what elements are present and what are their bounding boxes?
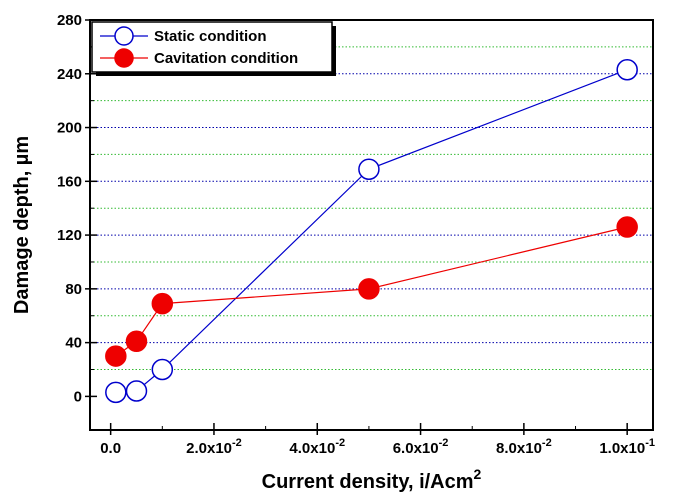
data-point	[105, 381, 127, 404]
legend-marker	[114, 48, 134, 68]
plot-frame	[89, 19, 654, 431]
data-point	[125, 330, 148, 353]
x-tick-label: 2.0x10-2	[186, 437, 242, 457]
legend-label: Cavitation condition	[154, 50, 298, 67]
y-tick-label: 240	[57, 66, 82, 83]
y-tick-label: 280	[57, 12, 82, 29]
data-point	[616, 216, 638, 238]
grid-lines	[90, 46, 653, 371]
y-tick-label: 40	[65, 335, 82, 352]
y-tick-label: 200	[57, 120, 82, 137]
series-line	[115, 69, 628, 393]
y-tick-label: 120	[57, 227, 82, 244]
x-tick-label: 8.0x10-2	[496, 437, 552, 457]
y-tick-label: 0	[74, 388, 82, 405]
x-tick-label: 0.0	[100, 440, 121, 457]
x-axis-title-superscript: 2	[474, 466, 482, 482]
y-tick-label: 160	[57, 173, 82, 190]
data-point	[358, 278, 380, 300]
data-point	[105, 345, 127, 367]
legend: Static condition Cavitation condition	[91, 21, 336, 76]
x-tick-label: 4.0x10-2	[289, 437, 345, 457]
y-tick-label: 80	[65, 281, 82, 298]
x-tick-label: 1.0x10-1	[599, 437, 655, 457]
data-point	[358, 158, 380, 180]
series-2	[105, 216, 638, 367]
x-axis-title-main: Current density, i/Acm	[262, 471, 474, 493]
legend-marker	[114, 26, 134, 46]
axis-ticks: 0 40 80 120 160 200 240 280 0.0 2.0x10-2 4.0x10-2 6…	[57, 12, 655, 457]
data-point	[151, 292, 174, 315]
x-tick-label: 6.0x10-2	[393, 437, 449, 457]
series-1	[105, 58, 638, 404]
legend-label: Static condition	[154, 28, 267, 45]
y-axis-title: Damage depth, µm	[11, 136, 33, 314]
data-point	[151, 358, 174, 381]
legend-box	[91, 21, 333, 73]
series-layer	[105, 58, 638, 404]
data-point	[125, 380, 148, 402]
data-point	[616, 58, 638, 81]
x-axis-title: Current density, i/Acm2	[262, 466, 482, 493]
